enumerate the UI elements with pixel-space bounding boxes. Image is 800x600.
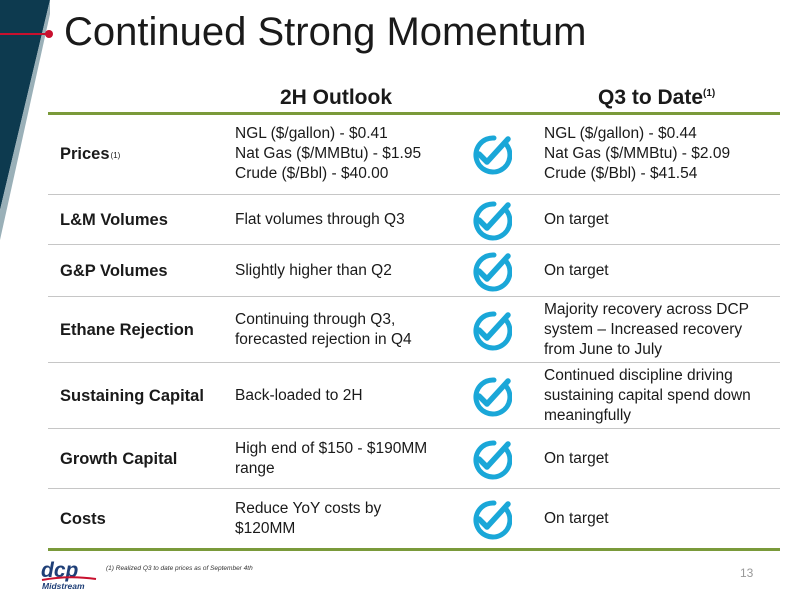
row-divider xyxy=(48,488,780,489)
page-title: Continued Strong Momentum xyxy=(64,10,587,54)
checkmark-badge-icon xyxy=(473,252,512,292)
q3-cell: On target xyxy=(544,262,609,279)
outlook-cell: Flat volumes through Q3 xyxy=(235,211,405,228)
corner-decoration xyxy=(0,0,50,240)
status-cell xyxy=(460,114,520,194)
table-row: Ethane Rejection Continuing through Q3, fo… xyxy=(48,298,780,362)
status-cell xyxy=(460,490,520,548)
q3-cell: Majority recovery across DCP system – Inc… xyxy=(544,301,749,358)
status-cell xyxy=(460,246,520,296)
table-row: G&P Volumes Slightly higher than Q2 On tar… xyxy=(48,246,780,296)
status-cell xyxy=(460,430,520,488)
checkmark-badge-icon xyxy=(473,201,512,241)
row-divider xyxy=(48,194,780,195)
dcp-midstream-logo: dcp Midstream xyxy=(41,560,97,591)
outlook-cell: Reduce YoY costs by $120MM xyxy=(235,500,382,537)
outlook-cell: High end of $150 - $190MM range xyxy=(235,440,428,477)
page-number: 13 xyxy=(740,566,754,580)
table-bottom-rule xyxy=(48,548,780,551)
outlook-cell: NGL ($/gallon) - $0.41 Nat Gas ($/MMBtu) … xyxy=(235,125,422,182)
checkmark-badge-icon xyxy=(473,440,512,480)
header-2h-outlook: 2H Outlook xyxy=(280,86,393,109)
title-accent-dot xyxy=(45,30,53,38)
row-label: G&P Volumes xyxy=(60,262,168,280)
checkmark-badge-icon xyxy=(473,500,512,540)
checkmark-badge-icon xyxy=(473,311,512,351)
outlook-cell: Back-loaded to 2H xyxy=(235,387,363,404)
status-cell xyxy=(460,196,520,244)
status-cell xyxy=(460,298,520,362)
table-top-rule xyxy=(48,112,780,115)
row-label: Growth Capital xyxy=(60,450,178,468)
table-row: Growth Capital High end of $150 - $190MM r… xyxy=(48,430,780,488)
table-row: Costs Reduce YoY costs by $120MM On target xyxy=(48,490,780,548)
row-divider xyxy=(48,362,780,363)
q3-cell: Continued discipline driving sustaining c… xyxy=(544,367,751,424)
row-label: Ethane Rejection xyxy=(60,321,194,339)
q3-cell: On target xyxy=(544,510,609,527)
table-row: Sustaining Capital Back-loaded to 2H Conti… xyxy=(48,364,780,428)
title-accent-line xyxy=(0,33,48,35)
row-divider xyxy=(48,296,780,297)
row-divider xyxy=(48,428,780,429)
q3-cell: NGL ($/gallon) - $0.44 Nat Gas ($/MMBtu) … xyxy=(544,125,731,182)
q3-cell: On target xyxy=(544,450,609,467)
table-row: Prices (1) NGL ($/gallon) - $0.41 Nat Gas (… xyxy=(48,114,780,194)
header-q3-to-date: Q3 to Date(1) xyxy=(598,86,716,109)
checkmark-badge-icon xyxy=(473,135,512,175)
row-label: Sustaining Capital xyxy=(60,387,204,405)
row-label: L&M Volumes xyxy=(60,211,168,229)
row-label: Costs xyxy=(60,510,106,528)
checkmark-badge-icon xyxy=(473,377,512,417)
outlook-cell: Continuing through Q3, forecasted rejecti… xyxy=(235,311,412,348)
table-row: L&M Volumes Flat volumes through Q3 On tar… xyxy=(48,196,780,244)
status-cell xyxy=(460,364,520,428)
q3-cell: On target xyxy=(544,211,609,228)
svg-text:Midstream: Midstream xyxy=(42,581,85,591)
row-label: Prices (1) xyxy=(60,145,121,163)
outlook-cell: Slightly higher than Q2 xyxy=(235,262,392,279)
row-divider xyxy=(48,244,780,245)
footnote: (1) Realized Q3 to date prices as of Sep… xyxy=(106,565,253,572)
